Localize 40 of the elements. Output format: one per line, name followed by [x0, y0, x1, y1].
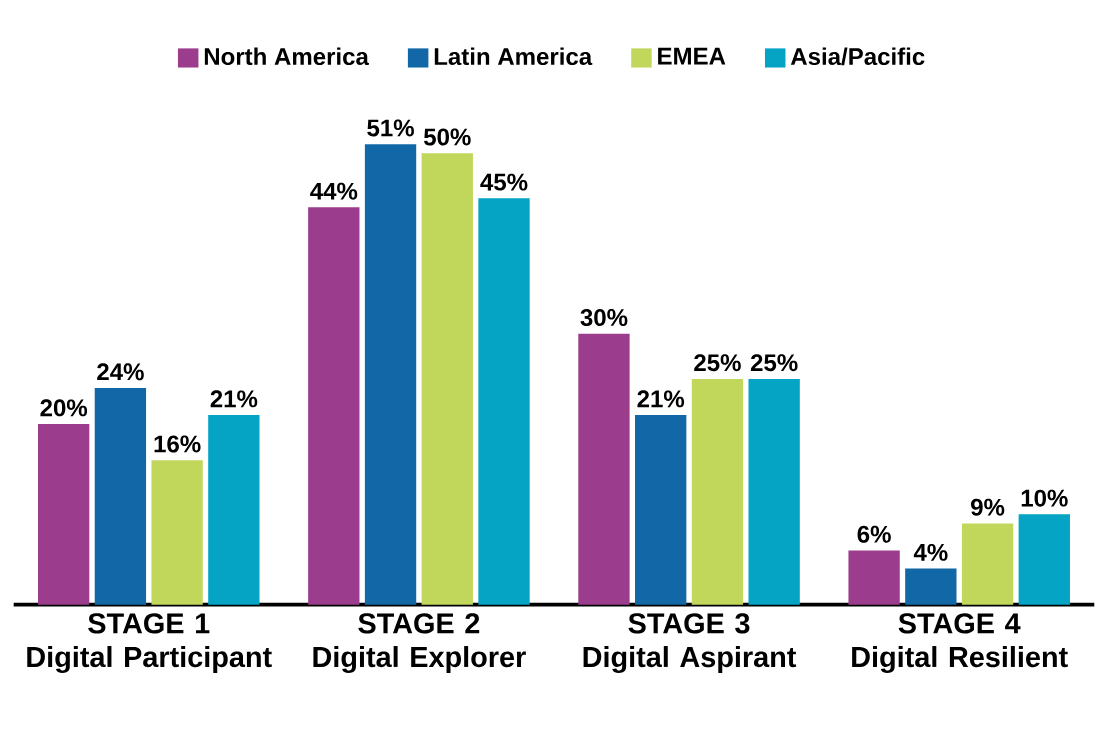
legend-label: Asia/Pacific — [790, 47, 925, 66]
legend-label: Latin America — [434, 47, 593, 65]
bar — [578, 333, 630, 605]
x-tick-label: STAGE 4 Digital Resilient — [852, 612, 1068, 673]
bar — [848, 550, 900, 605]
bar — [1018, 514, 1070, 605]
x-tick-label: STAGE 1 Digital Participant — [27, 612, 272, 673]
data-label: 21% — [637, 390, 685, 408]
bar — [94, 387, 147, 605]
x-tick-label: STAGE 3 Digital Aspirant — [583, 612, 797, 673]
data-label: 4% — [913, 543, 948, 561]
bar — [905, 568, 957, 605]
bar — [691, 378, 744, 605]
data-label: 20% — [40, 399, 88, 417]
data-label: 16% — [154, 435, 201, 453]
data-label: 9% — [971, 498, 1005, 516]
data-label: 25% — [694, 354, 741, 371]
data-label: 44% — [310, 182, 358, 200]
data-label: 50% — [423, 128, 471, 146]
x-tick-label: STAGE 2 Digital Explorer — [313, 612, 526, 673]
data-label: 6% — [857, 525, 891, 543]
data-label: 51% — [367, 119, 414, 137]
bar — [635, 414, 687, 605]
bar — [478, 198, 530, 605]
data-label: 25% — [750, 354, 798, 371]
legend-label: North America — [204, 47, 370, 65]
bar — [748, 378, 800, 605]
data-label: 10% — [1021, 489, 1068, 507]
data-label: 45% — [480, 173, 528, 191]
bar — [364, 143, 417, 605]
bar — [151, 459, 203, 605]
bar — [208, 414, 260, 605]
bar — [961, 523, 1014, 605]
data-label: 30% — [580, 308, 628, 326]
legend-label: EMEA — [658, 47, 726, 65]
data-label: 24% — [97, 363, 144, 381]
bar — [421, 152, 473, 605]
data-label: 21% — [210, 390, 258, 408]
bar — [308, 207, 360, 605]
bar — [38, 423, 90, 605]
